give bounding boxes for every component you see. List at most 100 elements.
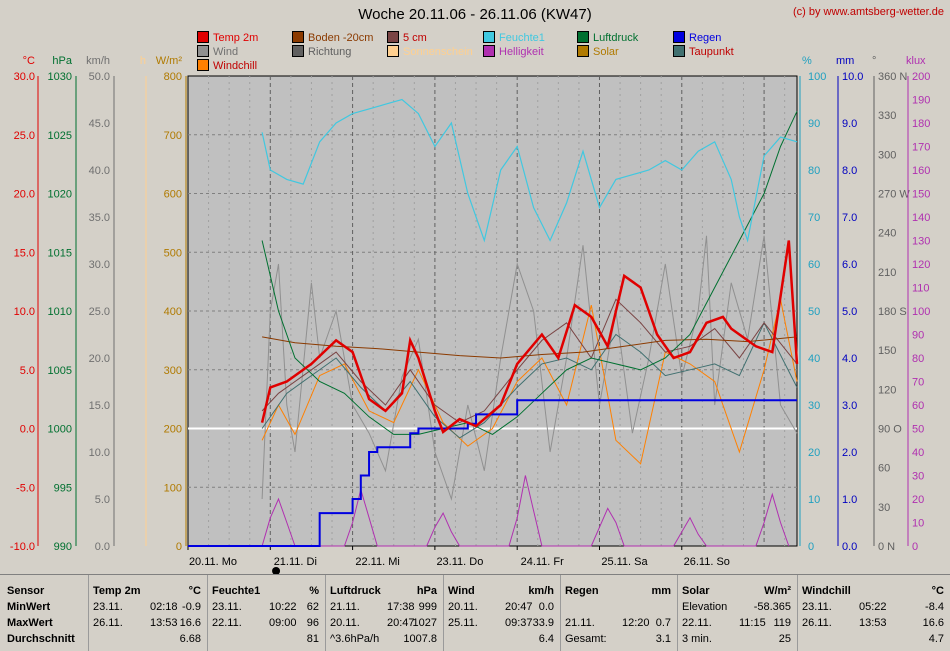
stats-cell-time: 20:47 (387, 617, 415, 629)
axis-tick-solar_wm2: 400 (164, 306, 182, 318)
axis-tick-direction_deg: 30 (878, 502, 890, 514)
stats-cell-date: Elevation (682, 601, 728, 613)
axis-tick-wind_kmh: 5.0 (95, 494, 110, 506)
axis-tick-direction_deg: 300 (878, 149, 896, 161)
legend-label: Regen (689, 32, 722, 44)
stats-cell-date: 20.11. (448, 601, 478, 613)
axis-tick-humidity_pct: 90 (808, 118, 820, 130)
stats-cell-date: Gesamt: (565, 633, 607, 645)
stats-cell-time: 17:38 (387, 601, 415, 613)
axis-tick-humidity_pct: 10 (808, 494, 820, 506)
legend-item-helligkeit: Helligkeit (483, 45, 544, 59)
x-tick-label: 26.11. So (684, 556, 730, 568)
axis-tick-pressure_hpa: 995 (54, 482, 72, 494)
legend-label: Taupunkt (689, 46, 734, 58)
legend-swatch (577, 45, 589, 57)
stats-cell-value: 1027 (412, 617, 437, 629)
stats-row: 20.11. 20:47 1027 (325, 615, 443, 631)
axis-tick-wind_kmh: 35.0 (89, 212, 110, 224)
stats-cell-date: 20.11. (330, 617, 360, 629)
stats-header-unit: °C (188, 585, 201, 597)
stats-cell-time: 13:53 (150, 617, 178, 629)
x-tick-label: 22.11. Mi (355, 556, 399, 568)
stats-row: 22.11. 11:15 119 (677, 615, 797, 631)
stats-row: 22.11. 09:00 96 (207, 615, 325, 631)
axis-tick-light_klux: 50 (912, 424, 924, 436)
stats-header-unit: °C (931, 585, 944, 597)
axis-tick-light_klux: 90 (912, 330, 924, 342)
legend-label: Richtung (308, 46, 352, 58)
x-tick-label: 25.11. Sa (601, 556, 648, 568)
stats-cell-time: 11:15 (739, 617, 766, 629)
legend-item-boden: Boden -20cm (292, 31, 373, 45)
axis-tick-direction_deg: 90 O (878, 424, 902, 436)
axis-tick-light_klux: 120 (912, 259, 930, 271)
stats-header-name: Feuchte1 (212, 585, 261, 597)
stats-header-unit: mm (651, 585, 671, 597)
stats-header-name: Windchill (802, 585, 851, 597)
axis-tick-rain_mm: 0.0 (842, 541, 857, 553)
x-tick-label: 21.11. Di (274, 556, 317, 568)
axis-tick-temp_c: 10.0 (14, 306, 35, 318)
axis-tick-light_klux: 10 (912, 518, 924, 530)
stats-cell-value: 119 (773, 617, 791, 629)
axis-tick-rain_mm: 6.0 (842, 259, 857, 271)
stats-column-feuchte1: Feuchte1% 23.11. 10:22 62 22.11. 09:00 96 81 (207, 575, 326, 651)
legend-label: Feuchte1 (499, 32, 545, 44)
axis-tick-pressure_hpa: 1010 (48, 306, 72, 318)
stats-column-solar: Solar W/m² Elevation -58.365 22.11. 11:15 119 3… (677, 575, 798, 651)
axis-tick-rain_mm: 8.0 (842, 165, 857, 177)
stats-column-windchill: Windchill °C 23.11. 05:22 -8.4 26.11. 13:53 16.… (797, 575, 950, 651)
stats-cell-value: 1007.8 (403, 633, 437, 645)
legend-swatch (483, 45, 495, 57)
axis-tick-direction_deg: 120 (878, 384, 896, 396)
axis-tick-wind_kmh: 30.0 (89, 259, 110, 271)
stats-row: 4.7 (797, 631, 950, 647)
stats-cell-date: 3 min. (682, 633, 712, 645)
stats-header: Temp 2m °C (88, 583, 207, 599)
stats-cell-date: 21.11. (330, 601, 360, 613)
axis-tick-light_klux: 170 (912, 142, 930, 154)
stats-row: Gesamt: 3.1 (560, 631, 677, 647)
series-line-temp-2m (260, 240, 799, 435)
stats-cell-value: 0.0 (538, 601, 554, 613)
stats-cell-value: 16.6 (922, 617, 944, 629)
axis-tick-light_klux: 40 (912, 447, 924, 459)
axis-unit-rain_mm: mm (836, 55, 854, 67)
axis-tick-pressure_hpa: 1030 (48, 71, 72, 83)
axis-tick-temp_c: 30.0 (14, 71, 35, 83)
stats-row-label: MinWert (7, 601, 51, 613)
axis-tick-humidity_pct: 80 (808, 165, 820, 177)
axis-tick-direction_deg: 150 (878, 345, 896, 357)
axis-tick-temp_c: 25.0 (14, 130, 35, 142)
stats-cell-value: 16.6 (179, 617, 201, 629)
legend-swatch (387, 45, 399, 57)
axis-tick-pressure_hpa: 1005 (48, 365, 72, 377)
weather-chart: 20.11. Mo 21.11. Di 22.11. Mi 23.11. Do 24.1… (10, 55, 930, 574)
stats-row-label: Durchschnitt (7, 633, 75, 645)
stats-row: ^3.6hPa/h 1007.8 (325, 631, 443, 647)
legend-label: Temp 2m (213, 32, 259, 44)
axis-tick-light_klux: 130 (912, 236, 930, 248)
legend-item-wind: Wind (197, 45, 238, 59)
legend-label: Solar (593, 46, 619, 58)
stats-cell-value: 25 (778, 633, 791, 645)
stats-row: 3 min. 25 (677, 631, 797, 647)
series-line-helligkeit (261, 475, 790, 547)
stats-row: 21.11. 12:20 0.7 (560, 615, 677, 631)
axis-tick-light_klux: 30 (912, 471, 924, 483)
stats-header-unit: W/m² (764, 585, 791, 597)
axis-tick-direction_deg: 60 (878, 463, 890, 475)
legend-swatch (673, 45, 685, 57)
legend-label: Windchill (213, 60, 258, 72)
legend-item-feuchte: Feuchte1 (483, 31, 545, 45)
stats-cell-value: 6.4 (538, 633, 554, 645)
axis-tick-solar_wm2: 200 (164, 424, 182, 436)
stats-header-unit: km/h (528, 585, 554, 597)
axis-tick-light_klux: 0 (912, 541, 918, 553)
axis-tick-humidity_pct: 30 (808, 400, 820, 412)
series-line-feuchte1 (261, 98, 798, 243)
axis-tick-temp_c: 20.0 (14, 189, 35, 201)
axis-tick-wind_kmh: 50.0 (89, 71, 110, 83)
stats-row: 20.11. 20:47 0.0 (443, 599, 560, 615)
